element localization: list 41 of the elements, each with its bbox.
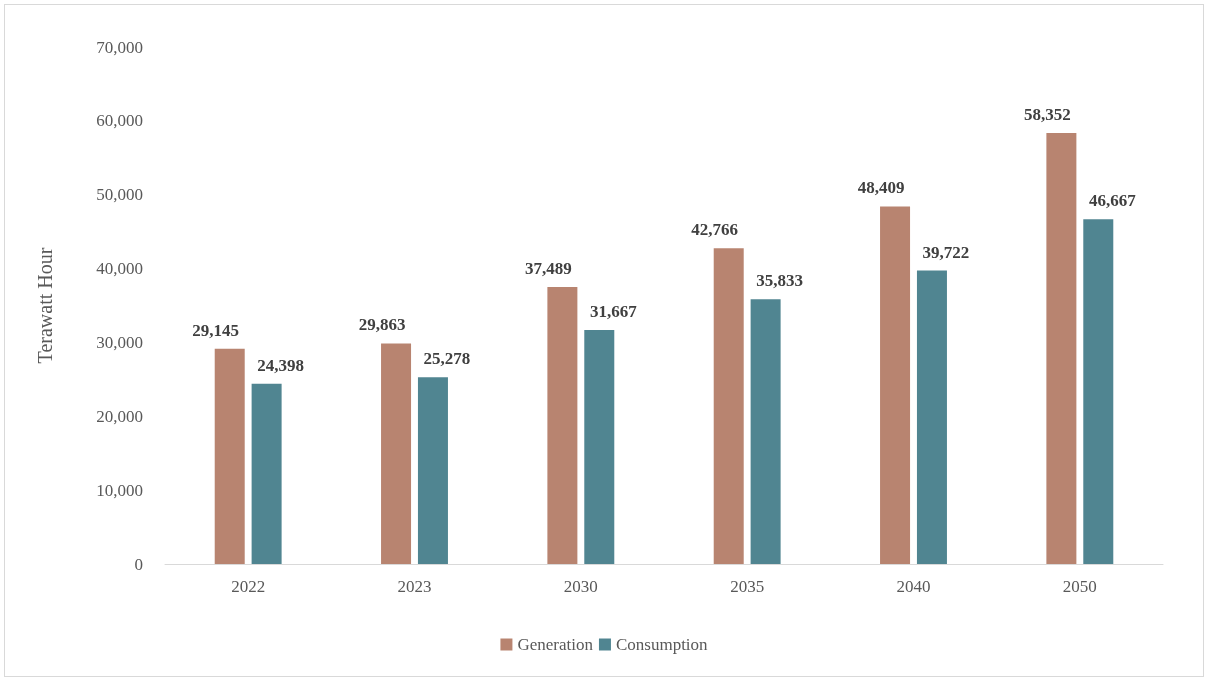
x-tick-label: 2050 (1062, 577, 1097, 596)
data-label: 48,409 (857, 178, 905, 198)
data-label: 25,278 (423, 349, 471, 369)
data-label: 29,145 (192, 320, 240, 340)
data-label: 42,766 (691, 220, 739, 240)
y-tick-label: 20,000 (96, 406, 143, 426)
bar (584, 330, 615, 564)
x-tick-label: 2030 (563, 577, 598, 596)
y-tick-label: 30,000 (96, 332, 143, 352)
data-label: 58,352 (1024, 105, 1071, 125)
y-tick-label: 0 (134, 554, 143, 574)
bar (381, 343, 412, 564)
y-axis-title: Terawatt Hour (34, 247, 56, 364)
x-tick-label: 2022 (231, 577, 266, 596)
data-label: 31,667 (589, 302, 638, 322)
bar (750, 299, 781, 564)
bar (417, 377, 448, 564)
y-tick-label: 60,000 (96, 111, 143, 131)
y-tick-label: 50,000 (96, 185, 143, 205)
data-label: 24,398 (257, 355, 304, 375)
y-tick-label: 70,000 (96, 37, 143, 57)
x-tick-label: 2035 (730, 577, 765, 596)
x-tick-label: 2023 (397, 577, 432, 596)
data-label: 37,489 (525, 259, 572, 279)
data-label: 29,863 (358, 315, 406, 335)
bar (916, 270, 947, 564)
bar (547, 287, 578, 564)
y-tick-label: 40,000 (96, 259, 143, 279)
y-tick-label: 10,000 (96, 480, 143, 500)
bar (880, 206, 911, 564)
bar (1046, 133, 1077, 564)
data-label: 39,722 (922, 242, 970, 262)
bar (713, 248, 744, 564)
data-label: 46,667 (1088, 191, 1137, 211)
x-tick-label: 2040 (896, 577, 931, 596)
bar (1083, 219, 1114, 564)
data-label: 35,833 (756, 271, 803, 291)
legend-label: Consumption (615, 635, 709, 654)
legend-label: Generation (517, 635, 594, 654)
bar (214, 348, 245, 564)
bar (251, 383, 282, 564)
